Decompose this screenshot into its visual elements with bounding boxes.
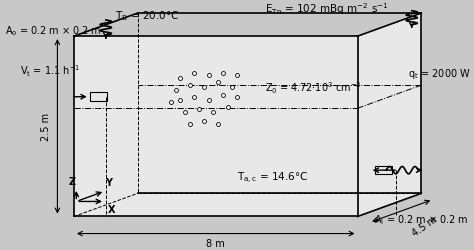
- Text: E$_{\mathregular{Tn}}$ = 102 mBq m$^{-2}$ s$^{-1}$: E$_{\mathregular{Tn}}$ = 102 mBq m$^{-2}…: [264, 2, 388, 17]
- Polygon shape: [74, 194, 421, 217]
- Text: A$_{\mathregular{o}}$ = 0.2 m $\times$ 0.2 m: A$_{\mathregular{o}}$ = 0.2 m $\times$ 0…: [5, 24, 102, 38]
- Bar: [374, 166, 392, 175]
- Text: X: X: [108, 204, 115, 214]
- Polygon shape: [74, 37, 357, 217]
- Bar: [90, 93, 107, 102]
- Text: Z$_0$ = 4.72$\cdot$10$^{3}$ cm$^{-3}$: Z$_0$ = 4.72$\cdot$10$^{3}$ cm$^{-3}$: [265, 80, 362, 96]
- Text: Z: Z: [69, 176, 76, 186]
- Text: V$_{\mathregular{t}}$ = 1.1 h$^{-1}$: V$_{\mathregular{t}}$ = 1.1 h$^{-1}$: [19, 63, 80, 79]
- Text: 2.5 m: 2.5 m: [41, 113, 51, 141]
- Text: A$_{\mathregular{i}}$ = 0.2 m $\times$ 0.2 m: A$_{\mathregular{i}}$ = 0.2 m $\times$ 0…: [374, 212, 469, 226]
- Text: q$_{\mathregular{t}}$ = 2000 W: q$_{\mathregular{t}}$ = 2000 W: [408, 66, 471, 80]
- Text: Y: Y: [105, 178, 112, 188]
- Text: T$_{\mathregular{a,c}}$ = 14.6$\degree$C: T$_{\mathregular{a,c}}$ = 14.6$\degree$C: [237, 170, 308, 185]
- Polygon shape: [357, 14, 421, 217]
- Text: 8 m: 8 m: [206, 238, 225, 248]
- Text: T$_{\mathregular{B}}$ = 20.0$\degree$C: T$_{\mathregular{B}}$ = 20.0$\degree$C: [115, 10, 180, 23]
- Text: 4.5 m: 4.5 m: [410, 214, 439, 238]
